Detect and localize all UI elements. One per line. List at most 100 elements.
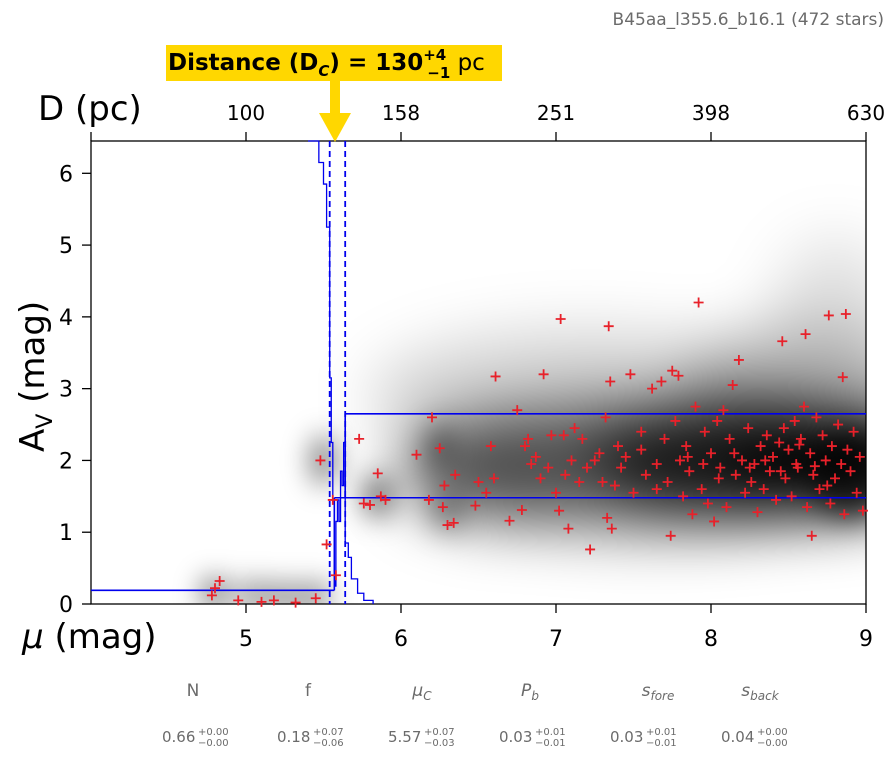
star-marker [535, 473, 546, 484]
x-tick-label: 8 [704, 627, 718, 652]
star-marker [833, 419, 844, 430]
y-tick-label: 5 [59, 234, 73, 259]
param-subscript: b [531, 689, 539, 703]
param-plus: +0.07 [424, 727, 455, 738]
param-value: 0.03 [610, 728, 643, 746]
param-minus: −0.01 [646, 738, 677, 749]
star-marker [558, 430, 569, 441]
star-marker [774, 437, 785, 448]
star-marker [516, 504, 527, 515]
star-marker [675, 455, 685, 466]
x-tick-label: 9 [859, 627, 873, 652]
star-marker [551, 487, 561, 498]
star-marker [439, 480, 450, 491]
banner-unit: pc [450, 50, 485, 76]
star-marker [682, 451, 693, 462]
star-marker [837, 372, 848, 383]
star-marker [526, 459, 537, 470]
star-marker [673, 370, 684, 381]
star-marker [555, 314, 566, 325]
param-symbol: μ [411, 681, 423, 701]
x-axis-title: μ (mag) [21, 617, 157, 657]
star-marker [780, 473, 791, 484]
density-blob [773, 237, 866, 397]
star-marker [423, 494, 434, 505]
star-marker [504, 515, 515, 526]
star-marker [628, 487, 639, 498]
top-tick-label: 398 [692, 101, 730, 125]
star-marker [840, 308, 851, 319]
star-marker [698, 459, 709, 470]
star-marker [806, 530, 817, 541]
star-marker [609, 480, 620, 491]
param-subscript: C [423, 689, 432, 703]
star-marker [775, 466, 786, 477]
star-marker [681, 441, 692, 452]
star-marker [687, 509, 698, 520]
star-marker [616, 462, 627, 473]
star-marker [315, 455, 326, 466]
posterior-histogram [308, 140, 374, 604]
star-marker [857, 505, 868, 516]
star-marker [727, 380, 738, 391]
star-marker [206, 590, 217, 601]
star-marker [214, 576, 225, 587]
distance-banner-bg [166, 45, 502, 81]
param-minus: −0.00 [198, 738, 229, 749]
star-marker [651, 459, 662, 470]
star-marker [729, 448, 740, 459]
star-marker [712, 415, 723, 426]
star-marker [715, 462, 726, 473]
y-tick-label: 4 [59, 306, 73, 331]
star-marker [825, 498, 836, 509]
star-marker [678, 491, 689, 502]
param-name: sfore [642, 681, 675, 703]
distance-banner-text: Distance (DC) = 130+4 −1 pc [168, 46, 485, 82]
star-marker [442, 520, 453, 531]
density-clump [272, 582, 298, 604]
star-marker [523, 433, 534, 444]
star-marker [485, 441, 496, 452]
y-axis-title-tail: (mag) [13, 301, 53, 414]
star-marker [256, 596, 267, 607]
star-marker [450, 469, 461, 480]
x-tick-label: 6 [394, 627, 408, 652]
banner-bold-mid: ) = 130 [329, 50, 423, 76]
star-marker [560, 469, 571, 480]
star-marker [709, 516, 720, 527]
star-marker [744, 462, 755, 473]
star-marker [794, 439, 805, 450]
top-tick-label: 630 [847, 101, 885, 125]
param-plus: +0.07 [313, 727, 344, 738]
star-marker [290, 597, 301, 608]
star-marker [321, 539, 332, 550]
star-marker [670, 415, 681, 426]
star-marker [805, 448, 816, 459]
star-marker [845, 466, 856, 477]
param-plus: +0.00 [198, 727, 229, 738]
star-marker [411, 449, 422, 460]
star-marker [310, 593, 321, 604]
star-marker [764, 466, 775, 477]
star-marker [210, 583, 220, 594]
param-value: 0.18 [277, 728, 310, 746]
star-marker [795, 433, 806, 444]
star-marker [799, 401, 809, 412]
x-tick-label: 7 [549, 627, 563, 652]
star-marker [563, 523, 574, 534]
star-marker [823, 310, 834, 321]
param-minus: −0.00 [757, 738, 788, 749]
star-marker [380, 494, 391, 505]
star-marker [743, 423, 754, 434]
star-marker [520, 441, 530, 452]
star-marker [574, 476, 585, 487]
star-marker [690, 401, 701, 412]
star-marker [538, 369, 549, 380]
param-symbol: P [521, 681, 532, 701]
param-subscript: fore [650, 689, 674, 703]
x-tick-label: 5 [239, 627, 253, 652]
star-marker [820, 455, 831, 466]
star-marker [233, 595, 244, 606]
star-marker [354, 433, 365, 444]
